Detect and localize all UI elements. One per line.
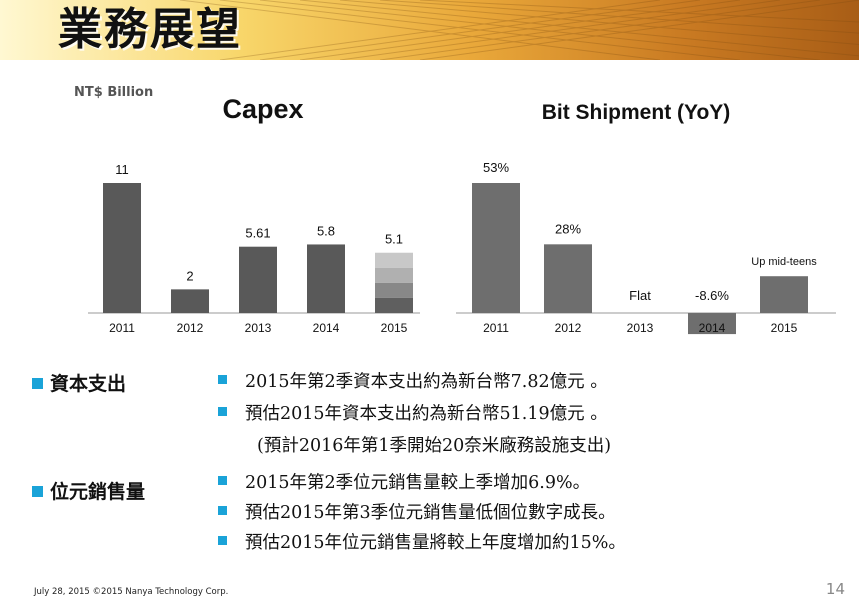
capex-bar-gradient bbox=[375, 252, 413, 313]
bit-data-label: Flat bbox=[629, 288, 651, 303]
wafer-pattern bbox=[179, 0, 859, 60]
bit-tick-label: 2013 bbox=[627, 321, 654, 335]
capex-data-label: 2 bbox=[186, 268, 193, 283]
capex-bar bbox=[239, 246, 277, 313]
bullet-item: 預估2015年位元銷售量將較上年度增加約15%。 bbox=[218, 529, 626, 554]
capex-tick-label: 2015 bbox=[381, 321, 408, 335]
bullet-square-icon bbox=[218, 407, 227, 416]
sub-note: (預計2016年第1季開始20奈米廠務設施支出) bbox=[257, 436, 612, 456]
bit-tick-label: 2015 bbox=[771, 321, 798, 335]
section-label-bit-shipment: 位元銷售量 bbox=[32, 477, 145, 504]
bit-data-label: 28% bbox=[555, 221, 581, 236]
bullet-item: 2015年第2季資本支出約為新台幣7.82億元 。 bbox=[218, 368, 608, 393]
capex-data-label: 5.1 bbox=[385, 232, 403, 247]
slide-title: 業務展望 bbox=[58, 4, 242, 55]
bullet-square-icon bbox=[218, 375, 227, 384]
bullet-item: 預估2015年資本支出約為新台幣51.19億元 。 bbox=[218, 400, 608, 425]
bit-data-label: -8.6% bbox=[695, 288, 729, 303]
bit-tick-label: 2012 bbox=[555, 321, 582, 335]
header-banner: 業務展望 bbox=[0, 0, 859, 60]
bit-bar bbox=[760, 276, 808, 313]
bullet-square-icon bbox=[32, 378, 43, 389]
capex-bar bbox=[103, 183, 141, 313]
bit-bar bbox=[544, 244, 592, 313]
footer-copyright: July 28, 2015 ©2015 Nanya Technology Cor… bbox=[34, 587, 229, 597]
capex-tick-label: 2012 bbox=[177, 321, 204, 335]
capex-tick-label: 2013 bbox=[245, 321, 272, 335]
capex-chart: 11 2011 2 2012 5.61 2013 5.8 2014 5.1 2015 bbox=[88, 162, 420, 335]
capex-bar-segment bbox=[375, 252, 413, 268]
bit-tick-label: 2014 bbox=[699, 321, 726, 335]
bit-data-label: Up mid-teens bbox=[751, 256, 817, 268]
capex-tick-label: 2014 bbox=[313, 321, 340, 335]
bullet-square-icon bbox=[218, 536, 227, 545]
capex-bar bbox=[171, 289, 209, 313]
bullet-item: 預估2015年第3季位元銷售量低個位數字成長。 bbox=[218, 499, 616, 524]
bullet-square-icon bbox=[218, 476, 227, 485]
capex-data-label: 11 bbox=[115, 162, 129, 177]
bit-data-label: 53% bbox=[483, 160, 509, 175]
capex-data-label: 5.8 bbox=[317, 223, 335, 238]
capex-bar-segment bbox=[375, 267, 413, 283]
bit-shipment-chart: 53% 2011 28% 2012 Flat 2013 -8.6% 2014 Up mid-te… bbox=[456, 160, 836, 335]
bit-tick-label: 2011 bbox=[483, 321, 509, 335]
capex-tick-label: 2011 bbox=[109, 321, 135, 335]
bit-shipment-chart-title: Bit Shipment (YoY) bbox=[541, 101, 731, 124]
capex-chart-title: Capex bbox=[222, 94, 304, 124]
bullet-item: 2015年第2季位元銷售量較上季增加6.9%。 bbox=[218, 469, 590, 494]
capex-bar-segment bbox=[375, 297, 413, 313]
bullet-square-icon bbox=[32, 486, 43, 497]
unit-label: NT$ Billion bbox=[74, 85, 154, 100]
page-number: 14 bbox=[825, 580, 845, 598]
capex-bar bbox=[307, 244, 345, 313]
bullet-square-icon bbox=[218, 506, 227, 515]
bit-bar bbox=[472, 183, 520, 313]
bit-bar bbox=[688, 313, 736, 335]
section-label-capex: 資本支出 bbox=[32, 369, 126, 396]
capex-data-label: 5.61 bbox=[245, 226, 270, 241]
capex-bar-segment bbox=[375, 282, 413, 298]
